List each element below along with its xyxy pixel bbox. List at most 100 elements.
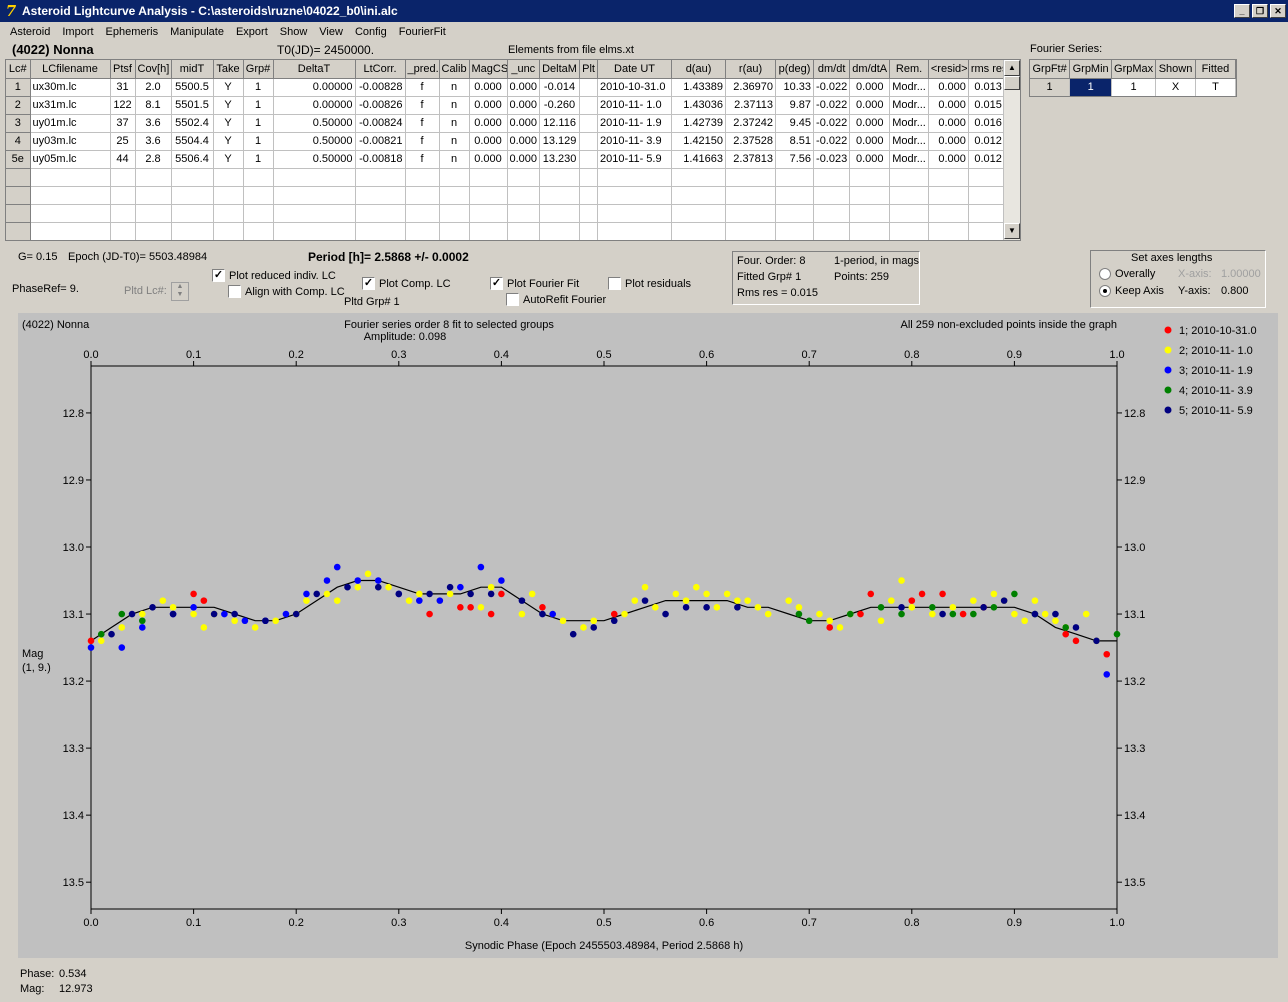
table-cell (213, 168, 244, 187)
column-header[interactable]: Take (213, 60, 244, 79)
column-header[interactable]: midT (171, 60, 214, 79)
column-header[interactable]: Grp# (243, 60, 274, 79)
fourier-column-header[interactable]: Shown (1155, 60, 1196, 79)
x-axis-value[interactable]: 1.00000 (1221, 268, 1261, 280)
row-header[interactable] (6, 222, 31, 240)
column-header[interactable]: <resid> (928, 60, 969, 79)
menu-manipulate[interactable]: Manipulate (170, 26, 224, 38)
fourier-series-table[interactable]: GrpFt# GrpMin GrpMax Shown Fitted 1 1 1 X T (1029, 59, 1237, 97)
row-header[interactable] (6, 204, 31, 223)
column-header[interactable]: Calib (439, 60, 470, 79)
column-header[interactable]: MagCS (469, 60, 508, 79)
column-header[interactable]: _unc (507, 60, 541, 79)
scroll-thumb[interactable] (1004, 76, 1020, 90)
fourier-column-header[interactable]: GrpMax (1111, 60, 1157, 79)
row-header[interactable]: 4 (6, 132, 31, 151)
column-header[interactable]: Ptsf (110, 60, 136, 79)
row-header[interactable]: 5e (6, 150, 31, 169)
table-row[interactable] (6, 186, 1005, 205)
column-header[interactable]: Plt (579, 60, 599, 79)
column-header[interactable]: LCfilename (30, 60, 111, 79)
table-row[interactable]: 3 uy01m.lc 37 3.6 5502.4 Y 1 0.50000 -0.00824 f n 0… (6, 114, 1005, 133)
column-header[interactable]: p(deg) (775, 60, 815, 79)
column-header[interactable]: rms res (968, 60, 1005, 79)
overally-radio[interactable]: Overally (1099, 268, 1155, 280)
row-header[interactable]: 2 (6, 96, 31, 115)
row-header[interactable]: 1 (6, 78, 31, 97)
fourier-cell[interactable]: 1 (1111, 78, 1157, 96)
column-header[interactable]: dm/dtA (849, 60, 891, 79)
menu-fourierfit[interactable]: FourierFit (398, 26, 446, 38)
data-point (898, 604, 905, 611)
column-header[interactable]: dm/dt (813, 60, 851, 79)
column-header[interactable]: Date UT (597, 60, 673, 79)
minimize-button[interactable]: _ (1234, 4, 1250, 18)
table-cell: 0.000 (507, 78, 541, 97)
pltd-lc-spinner[interactable]: ▲ ▼ (171, 282, 189, 301)
plot-object-label: (4022) Nonna (22, 319, 90, 331)
column-header[interactable]: LtCorr. (355, 60, 406, 79)
menu-view[interactable]: View (319, 26, 343, 38)
close-button[interactable]: ✕ (1270, 4, 1286, 18)
data-point (457, 604, 464, 611)
menu-asteroid[interactable]: Asteroid (10, 26, 51, 38)
fourier-cell[interactable]: 1 (1030, 78, 1071, 96)
align-comp-checkbox[interactable]: Align with Comp. LC (228, 285, 345, 298)
y-axis-value[interactable]: 0.800 (1221, 285, 1249, 297)
table-row[interactable] (6, 222, 1005, 240)
table-cell: n (439, 150, 470, 169)
fourier-column-header[interactable]: GrpMin (1069, 60, 1113, 79)
autorefit-checkbox[interactable]: AutoRefit Fourier (506, 293, 606, 306)
menu-ephemeris[interactable]: Ephemeris (105, 26, 159, 38)
lightcurve-plot[interactable]: (4022) Nonna Fourier series order 8 fit … (18, 313, 1278, 958)
plot-residuals-checkbox[interactable]: Plot residuals (608, 277, 691, 290)
lightcurve-table[interactable]: Lc# LCfilename Ptsf Cov[h] midT Take Grp# Delta… (5, 59, 1021, 241)
table-row[interactable]: 1 ux30m.lc 31 2.0 5500.5 Y 1 0.00000 -0.00828 f n 0… (6, 78, 1005, 97)
plot-canvas[interactable]: (4022) Nonna Fourier series order 8 fit … (18, 313, 1278, 958)
table-cell: 0.000 (507, 96, 541, 115)
fourier-cell[interactable]: 1 (1069, 78, 1113, 96)
menu-import[interactable]: Import (62, 26, 94, 38)
data-point (795, 610, 803, 618)
column-header[interactable]: r(au) (725, 60, 777, 79)
data-point (693, 583, 700, 591)
fourier-column-header[interactable]: Fitted (1195, 60, 1236, 79)
column-header[interactable]: Cov[h] (135, 60, 172, 79)
plot-comp-checkbox[interactable]: ✓ Plot Comp. LC (362, 277, 451, 290)
row-header[interactable]: 3 (6, 114, 31, 133)
fourier-cell[interactable]: T (1195, 78, 1236, 96)
fourier-column-header[interactable]: GrpFt# (1030, 60, 1071, 79)
column-header[interactable]: _pred. (405, 60, 440, 79)
scroll-up-icon[interactable]: ▲ (1004, 60, 1020, 76)
table-row[interactable]: 2 ux31m.lc 122 8.1 5501.5 Y 1 0.00000 -0.00826 f n… (6, 96, 1005, 115)
table-row[interactable]: 5e uy05m.lc 44 2.8 5506.4 Y 1 0.50000 -0.00818 f n… (6, 150, 1005, 169)
column-header[interactable]: DeltaM (539, 60, 581, 79)
table-row[interactable] (6, 204, 1005, 223)
plot-reduced-checkbox[interactable]: ✓ Plot reduced indiv. LC (212, 269, 336, 282)
plot-fourier-checkbox[interactable]: ✓ Plot Fourier Fit (490, 277, 580, 290)
data-point (539, 604, 546, 611)
keep-axis-radio[interactable]: Keep Axis (1099, 285, 1164, 297)
row-header[interactable] (6, 186, 31, 205)
restore-button[interactable]: ❐ (1252, 4, 1268, 18)
data-point (795, 604, 803, 611)
table-row[interactable]: 4 uy03m.lc 25 3.6 5504.4 Y 1 0.50000 -0.00821 f n 0… (6, 132, 1005, 151)
table-row[interactable] (6, 168, 1005, 187)
table-cell: 8.1 (135, 96, 172, 115)
column-header[interactable]: d(au) (671, 60, 727, 79)
column-header[interactable]: Lc# (6, 60, 31, 79)
menu-export[interactable]: Export (235, 26, 268, 38)
column-header[interactable]: Rem. (889, 60, 929, 79)
epoch-param: Epoch (JD-T0)= 5503.48984 (68, 251, 208, 263)
table-scrollbar[interactable]: ▲ ▼ (1003, 60, 1020, 240)
row-header[interactable] (6, 168, 31, 187)
fourier-fit-curve (90, 579, 1117, 642)
scroll-down-icon[interactable]: ▼ (1004, 223, 1020, 239)
table-cell: Y (213, 114, 244, 133)
column-header[interactable]: DeltaT (273, 60, 356, 79)
fourier-cell[interactable]: X (1155, 78, 1196, 96)
menu-config[interactable]: Config (354, 26, 387, 38)
menu-show[interactable]: Show (279, 26, 308, 38)
points-count: Points: 259 (834, 271, 890, 283)
